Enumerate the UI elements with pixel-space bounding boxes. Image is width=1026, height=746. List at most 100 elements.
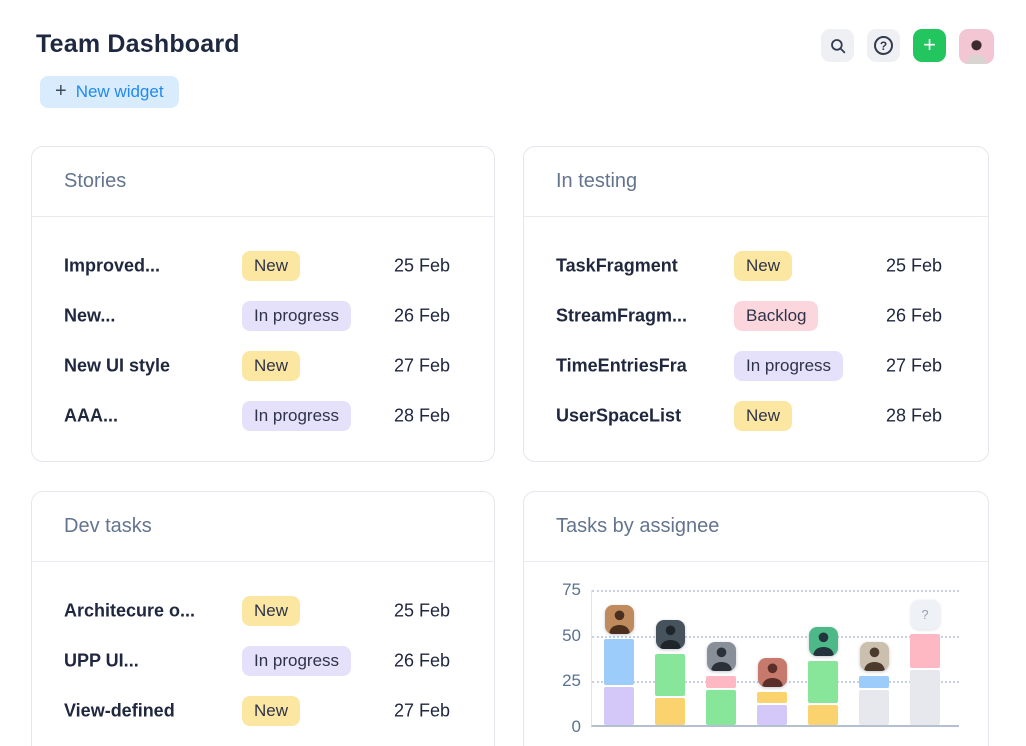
card-header: In testing xyxy=(524,147,988,217)
list-item[interactable]: StreamFragm... Backlog 26 Feb xyxy=(524,291,988,341)
list-item[interactable]: Architecure o... New 25 Feb xyxy=(32,586,494,636)
y-axis-tick: 25 xyxy=(562,671,581,691)
status-badge: New xyxy=(734,401,793,431)
dev-tasks-list: Architecure o... New 25 Feb UPP UI... In pro… xyxy=(32,562,494,746)
list-item[interactable]: In progress xyxy=(32,736,494,746)
card-stories: Stories Improved... New 25 Feb New... In pro… xyxy=(31,146,495,462)
stacked-bar-assignee-1[interactable] xyxy=(604,639,634,725)
page-title: Team Dashboard xyxy=(36,30,240,58)
list-item[interactable]: New UI style New 27 Feb xyxy=(32,341,494,391)
person-icon xyxy=(863,647,885,671)
assignee-avatar[interactable] xyxy=(859,641,889,671)
assignee-avatar[interactable] xyxy=(604,605,634,635)
status-badge: New xyxy=(242,696,301,726)
new-widget-label: New widget xyxy=(75,82,164,101)
stacked-bar-assignee-6[interactable] xyxy=(859,675,889,725)
unassigned-avatar[interactable]: ? xyxy=(910,599,940,629)
item-date: 25 Feb xyxy=(394,600,451,621)
bar-segment-yellow xyxy=(757,692,787,704)
gridline xyxy=(592,590,959,592)
in-testing-list: TaskFragment New 25 Feb StreamFragm... Backl… xyxy=(524,217,988,441)
assignee-avatar[interactable] xyxy=(808,627,838,657)
stacked-bar-assignee-2[interactable] xyxy=(655,653,685,725)
assignee-chart: 0 25 50 75 ? xyxy=(524,562,988,746)
person-icon xyxy=(659,625,681,649)
item-date: 25 Feb xyxy=(394,255,451,276)
plus-icon: + xyxy=(55,80,67,102)
add-button[interactable]: + xyxy=(913,29,946,62)
status-badge: In progress xyxy=(242,646,352,676)
item-date: 26 Feb xyxy=(394,305,451,326)
gridline xyxy=(592,635,959,638)
stacked-bar-unassigned[interactable] xyxy=(910,633,940,725)
bar-segment-gray xyxy=(859,690,889,725)
stacked-bar-assignee-3[interactable] xyxy=(706,675,736,725)
list-item[interactable]: TimeEntriesFra In progress 27 Feb xyxy=(524,341,988,391)
item-name: Improved... xyxy=(64,255,161,276)
status-badge: In progress xyxy=(242,401,352,431)
bar-segment-gray xyxy=(910,670,940,725)
item-date: 27 Feb xyxy=(394,700,451,721)
card-header: Stories xyxy=(32,147,494,217)
status-badge: New xyxy=(734,251,793,281)
person-icon xyxy=(812,632,834,657)
item-date: 27 Feb xyxy=(394,355,451,376)
stacked-bar-assignee-5[interactable] xyxy=(808,661,838,725)
help-icon: ? xyxy=(874,36,893,55)
help-button[interactable]: ? xyxy=(867,29,900,62)
item-name: New... xyxy=(64,305,116,326)
card-title: In testing xyxy=(556,170,638,192)
bar-segment-blue xyxy=(859,675,889,689)
assignee-avatar[interactable] xyxy=(655,619,685,649)
stories-list: Improved... New 25 Feb New... In progress 26 … xyxy=(32,217,494,441)
item-name: UPP UI... xyxy=(64,650,139,671)
widgets-grid: Stories Improved... New 25 Feb New... In pro… xyxy=(31,146,989,746)
stacked-bar-assignee-4[interactable] xyxy=(757,692,787,725)
item-date: 27 Feb xyxy=(886,355,943,376)
list-item[interactable]: Improved... New 25 Feb xyxy=(32,241,494,291)
list-item[interactable]: AAA... In progress 28 Feb xyxy=(32,391,494,441)
list-item[interactable]: TaskFragment New 25 Feb xyxy=(524,241,988,291)
item-name: New UI style xyxy=(64,355,171,376)
item-name: UserSpaceList xyxy=(556,405,682,426)
status-badge: New xyxy=(242,251,301,281)
item-name: TimeEntriesFra xyxy=(556,355,687,376)
assignee-avatar[interactable] xyxy=(757,658,787,688)
bar-segment-pink xyxy=(706,675,736,689)
item-name: AAA... xyxy=(64,405,118,426)
status-badge: In progress xyxy=(242,301,352,331)
user-avatar[interactable] xyxy=(959,29,994,64)
item-name: StreamFragm... xyxy=(556,305,688,326)
bar-segment-yellow xyxy=(655,697,685,725)
bar-segment-purple xyxy=(757,705,787,725)
card-tasks-by-assignee: Tasks by assignee 0 25 50 75 ? xyxy=(523,491,989,746)
item-name: TaskFragment xyxy=(556,255,678,276)
card-dev-tasks: Dev tasks Architecure o... New 25 Feb UPP U… xyxy=(31,491,495,746)
person-icon xyxy=(761,663,783,688)
new-widget-button[interactable]: + New widget xyxy=(40,76,179,108)
card-title: Stories xyxy=(64,170,127,192)
search-button[interactable] xyxy=(821,29,854,62)
card-header: Dev tasks xyxy=(32,492,494,562)
bar-segment-green xyxy=(655,653,685,696)
card-header: Tasks by assignee xyxy=(524,492,988,562)
status-badge: New xyxy=(242,351,301,381)
assignee-avatar[interactable] xyxy=(706,641,736,671)
item-date: 26 Feb xyxy=(394,650,451,671)
bar-segment-green xyxy=(706,690,736,725)
card-title: Dev tasks xyxy=(64,515,152,537)
item-date: 25 Feb xyxy=(886,255,943,276)
list-item[interactable]: View-defined New 27 Feb xyxy=(32,686,494,736)
bar-segment-yellow xyxy=(808,705,838,725)
list-item[interactable]: UserSpaceList New 28 Feb xyxy=(524,391,988,441)
status-badge: Backlog xyxy=(734,301,819,331)
person-icon xyxy=(966,40,987,64)
bar-segment-purple xyxy=(604,686,634,725)
bar-segment-pink xyxy=(910,633,940,669)
y-axis-tick: 75 xyxy=(562,580,581,599)
list-item[interactable]: New... In progress 26 Feb xyxy=(32,291,494,341)
item-date: 28 Feb xyxy=(394,405,451,426)
list-item[interactable]: UPP UI... In progress 26 Feb xyxy=(32,636,494,686)
search-icon xyxy=(829,37,847,55)
